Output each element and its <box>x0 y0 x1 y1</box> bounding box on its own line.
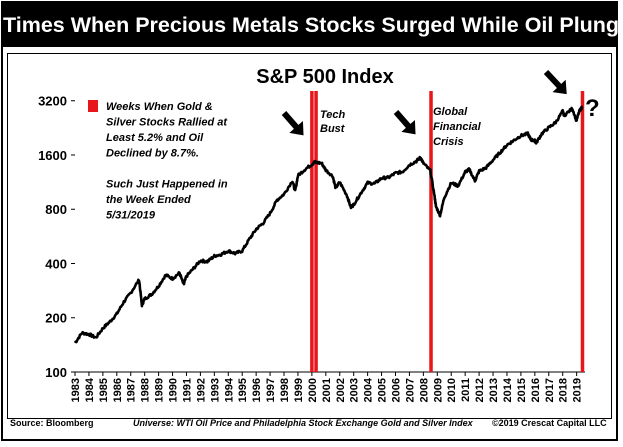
x-tick-label: 2013 <box>488 378 500 402</box>
x-tick-label: 1990 <box>168 378 180 402</box>
chart-area <box>7 53 612 419</box>
event-bar <box>580 91 585 372</box>
event-bar <box>429 91 433 372</box>
x-tick-label: 2014 <box>502 377 514 402</box>
x-tick-label: 2015 <box>516 378 528 402</box>
event-bar <box>314 91 318 372</box>
x-tick-label: 1993 <box>209 378 221 402</box>
source-note: Source: Bloomberg <box>10 418 94 428</box>
arrow-tech <box>281 111 301 131</box>
sp500-line <box>73 105 584 344</box>
gfc-label: Financial <box>433 121 482 133</box>
legend-text: Weeks When Gold & <box>106 101 213 113</box>
arrow-gfc <box>393 110 413 130</box>
x-tick-label: 2006 <box>390 378 402 402</box>
x-tick-label: 1992 <box>195 378 207 402</box>
arrow-tech-head <box>289 120 304 136</box>
x-tick-label: 1999 <box>293 378 305 402</box>
y-tick-label: 100 <box>45 365 67 380</box>
x-tick-label: 2007 <box>404 378 416 402</box>
gfc-label: Global <box>433 106 468 118</box>
arrow-2019 <box>543 69 564 91</box>
universe-note: Universe: WTI Oil Price and Philadelphia… <box>133 418 473 428</box>
legend-text: 5/31/2019 <box>106 210 156 222</box>
x-tick-label: 1989 <box>154 378 166 402</box>
x-tick-label: 1986 <box>112 378 124 402</box>
x-tick-label: 2010 <box>446 378 458 402</box>
x-tick-label: 1985 <box>98 378 110 402</box>
x-tick-label: 1998 <box>279 378 291 402</box>
x-tick-label: 2001 <box>321 378 333 402</box>
legend-text: Least 5.2% and Oil <box>106 132 204 144</box>
y-tick-label: 3200 <box>38 94 67 109</box>
gfc-label: Crisis <box>433 136 464 148</box>
arrow-2019-head <box>552 79 567 95</box>
x-tick-label: 1996 <box>251 378 263 402</box>
x-tick-label: 2000 <box>307 378 319 402</box>
legend-text: Silver Stocks Rallied at <box>106 117 228 129</box>
x-tick-label: 1983 <box>70 378 82 402</box>
x-tick-label: 2018 <box>558 378 570 402</box>
x-tick-label: 2012 <box>474 378 486 402</box>
y-tick-label: 400 <box>45 256 67 271</box>
y-tick-label: 200 <box>45 311 67 326</box>
tech-bust-label: Tech <box>320 109 346 121</box>
x-tick-label: 1994 <box>223 377 235 402</box>
copyright-note: ©2019 Crescat Capital LLC <box>492 418 607 428</box>
x-tick-label: 1984 <box>84 377 96 402</box>
legend-text: Such Just Happened in <box>106 179 228 191</box>
x-tick-label: 2019 <box>572 378 584 402</box>
y-tick-label: 800 <box>45 202 67 217</box>
page-title: Times When Precious Metals Stocks Surged… <box>3 3 623 47</box>
x-tick-label: 1995 <box>237 378 249 402</box>
x-tick-label: 2011 <box>460 378 472 402</box>
legend-text: the Week Ended <box>106 194 191 206</box>
tech-bust-label: Bust <box>320 123 346 135</box>
x-tick-label: 2017 <box>544 378 556 402</box>
question-mark: ? <box>585 95 600 122</box>
x-tick-label: 2005 <box>377 378 389 402</box>
x-tick-label: 2008 <box>418 378 430 402</box>
x-tick-label: 2009 <box>432 378 444 402</box>
x-tick-label: 1987 <box>126 378 138 402</box>
x-tick-label: 1988 <box>140 378 152 402</box>
event-bar <box>310 91 314 372</box>
x-tick-label: 2016 <box>530 378 542 402</box>
y-tick-label: 1600 <box>38 148 67 163</box>
x-tick-label: 2002 <box>335 378 347 402</box>
x-tick-label: 1997 <box>265 378 277 402</box>
x-tick-label: 1991 <box>181 378 193 402</box>
x-tick-label: 2004 <box>363 377 375 402</box>
legend-swatch <box>88 100 98 112</box>
chart-title: S&P 500 Index <box>256 66 393 88</box>
x-tick-label: 2003 <box>349 378 361 402</box>
arrow-gfc-head <box>401 119 416 135</box>
legend-text: Declined by 8.7%. <box>106 148 199 160</box>
